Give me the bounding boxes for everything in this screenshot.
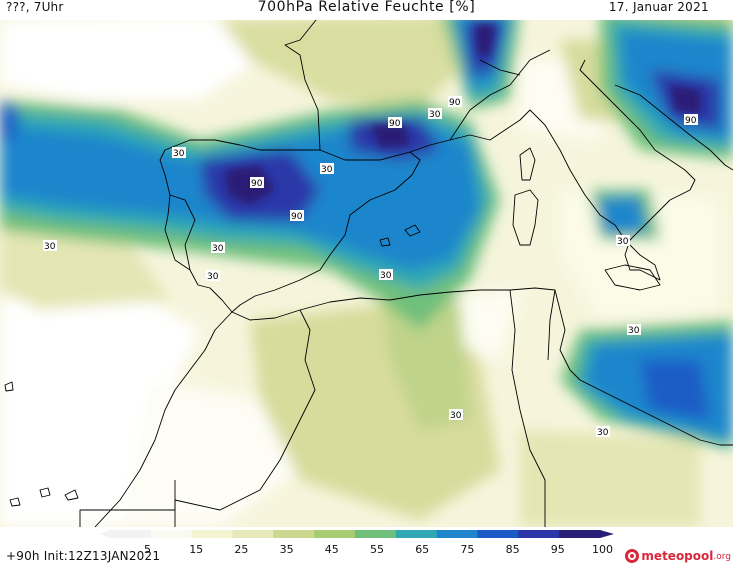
map-footer: +90h Init:12Z13JAN2021 5 15 25 35 45 55 65 75 85… — [0, 527, 733, 566]
legend-color-swatch — [477, 530, 519, 538]
legend-tick-labels: 5 15 25 35 45 55 65 75 85 95 100 — [144, 543, 613, 556]
legend-tick-label: 75 — [460, 543, 474, 556]
svg-text:30: 30 — [380, 271, 392, 281]
contour-label: 30 — [428, 108, 442, 120]
svg-text:30: 30 — [207, 272, 219, 282]
legend-tick-label: 35 — [280, 543, 294, 556]
contour-label: 90 — [250, 177, 264, 189]
legend-color-swatch — [110, 530, 152, 538]
svg-text:30: 30 — [321, 165, 333, 175]
svg-text:30: 30 — [44, 242, 56, 252]
contour-label: 30 — [172, 147, 186, 159]
model-run-info: +90h Init:12Z13JAN2021 — [6, 549, 161, 563]
contour-label: 30 — [449, 409, 463, 421]
svg-text:30: 30 — [628, 326, 640, 336]
legend-color-swatch — [191, 530, 233, 538]
legend-tick-label: 15 — [189, 543, 203, 556]
svg-text:30: 30 — [617, 237, 629, 247]
legend-color-swatch — [518, 530, 560, 538]
svg-text:30: 30 — [173, 149, 185, 159]
contour-label: 30 — [616, 235, 630, 247]
svg-text:90: 90 — [685, 116, 697, 126]
legend-color-swatch — [150, 530, 193, 538]
logo-icon — [625, 549, 640, 563]
coastlines — [4, 14, 733, 527]
legend-color-swatch — [436, 530, 478, 538]
svg-text:30: 30 — [450, 411, 462, 421]
contour-label: 90 — [388, 117, 402, 129]
color-legend: 5 15 25 35 45 55 65 75 85 95 100 — [100, 530, 614, 556]
legend-color-segments — [100, 530, 614, 538]
legend-tick-label: 55 — [370, 543, 384, 556]
map-title: 700hPa Relative Feuchte [%] — [257, 0, 476, 15]
forecast-date: 17. Januar 2021 — [608, 0, 709, 14]
legend-color-swatch — [395, 530, 438, 538]
legend-color-swatch — [232, 530, 274, 538]
contour-label: 30 — [206, 270, 220, 282]
legend-tick-label: 25 — [234, 543, 248, 556]
contour-label: 30 — [211, 242, 225, 254]
legend-tick-label: 95 — [551, 543, 565, 556]
logo-text: meteopool — [641, 549, 714, 563]
legend-tick-label: 65 — [415, 543, 429, 556]
contour-label: 30 — [379, 269, 393, 281]
contour-labels: 90 90 90 90 90 30 30 30 30 30 30 30 30 3… — [43, 96, 698, 438]
svg-text:90: 90 — [389, 119, 401, 129]
contour-label: 30 — [43, 240, 57, 252]
svg-text:30: 30 — [429, 110, 441, 120]
legend-color-swatch — [355, 530, 397, 538]
svg-text:90: 90 — [449, 98, 461, 108]
contour-label: 30 — [596, 426, 610, 438]
logo-domain: .org — [713, 552, 731, 562]
svg-text:30: 30 — [597, 428, 609, 438]
forecast-time-label: ???, 7Uhr — [6, 0, 64, 14]
contour-label: 90 — [290, 210, 304, 222]
contour-label: 90 — [684, 114, 698, 126]
legend-max-arrow — [600, 530, 614, 538]
svg-text:90: 90 — [291, 212, 303, 222]
legend-tick-label: 5 — [144, 543, 151, 556]
legend-tick-label: 100 — [592, 543, 613, 556]
contour-label: 90 — [448, 96, 462, 108]
humidity-map: 90 90 90 90 90 30 30 30 30 30 30 30 30 3… — [0, 0, 733, 527]
legend-color-swatch — [314, 530, 356, 538]
map-header: ???, 7Uhr 700hPa Relative Feuchte [%] 17… — [0, 0, 733, 20]
legend-tick-label: 85 — [506, 543, 520, 556]
legend-min-arrow — [100, 530, 110, 538]
humidity-field — [0, 10, 733, 527]
contour-label: 30 — [627, 324, 641, 336]
contour-label: 30 — [320, 163, 334, 175]
legend-tick-label: 45 — [325, 543, 339, 556]
legend-color-swatch — [559, 530, 601, 538]
svg-text:90: 90 — [251, 179, 263, 189]
legend-color-swatch — [273, 530, 315, 538]
svg-text:30: 30 — [212, 244, 224, 254]
meteopool-logo[interactable]: meteopool .org — [625, 546, 731, 566]
